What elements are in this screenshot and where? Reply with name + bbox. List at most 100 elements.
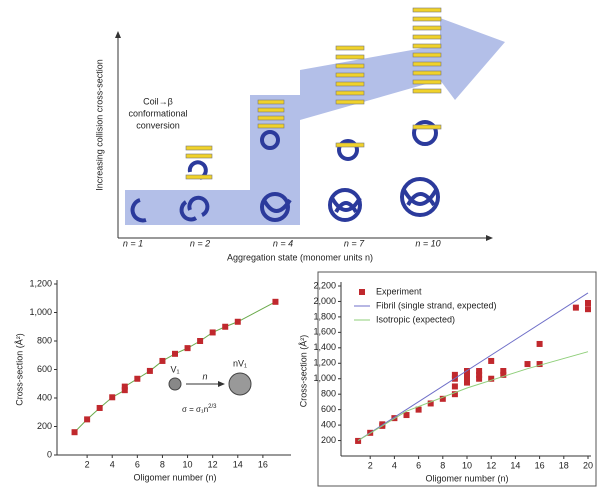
marker <box>134 375 141 382</box>
marker <box>585 306 591 313</box>
y-tick-label: 800 <box>37 335 52 345</box>
formula-base: σ = σ₁n <box>182 405 208 414</box>
x-tick-label: 2 <box>85 459 90 469</box>
chart: 0 200 400 600 800 1,000 1,200 2 4 6 8 10 12 14 16 Oligo… <box>14 278 291 482</box>
y-axis-label: Cross-section (Å²) <box>14 333 24 406</box>
x-tick-label: 20 <box>583 460 593 470</box>
y-tick-label: 1,000 <box>29 307 52 317</box>
marker <box>403 412 410 419</box>
marker <box>197 338 204 344</box>
legend-marker <box>359 289 365 295</box>
x-tick-label: 16 <box>258 459 268 469</box>
x-axis-label: Oligomer number (n) <box>133 472 216 482</box>
x-tick-label: 2 <box>368 460 373 470</box>
marker <box>146 367 153 374</box>
marker <box>415 406 422 413</box>
x-tick-label: 16 <box>535 460 545 470</box>
y-tick-label: 400 <box>321 419 336 429</box>
legend-label: Fibril (single strand, expected) <box>376 300 497 310</box>
marker <box>121 387 128 394</box>
legend-label: Experiment <box>376 286 422 296</box>
state-label: n = 4 <box>273 238 293 248</box>
small-sphere <box>168 377 182 391</box>
marker <box>536 340 543 347</box>
marker <box>96 404 103 411</box>
x-tick-label: 4 <box>392 460 397 470</box>
marker <box>159 357 166 364</box>
note: conformational <box>128 108 187 118</box>
x-tick-label: 18 <box>559 460 569 470</box>
marker <box>439 395 446 402</box>
marker <box>109 394 116 401</box>
series-line <box>74 301 276 433</box>
y-tick-label: 2,000 <box>313 296 336 306</box>
frame <box>317 271 597 487</box>
annotation-text: V₁ <box>170 364 179 374</box>
marker <box>172 350 178 357</box>
y-tick-label: 1,000 <box>313 373 336 383</box>
marker <box>184 345 191 352</box>
y-tick-label: 800 <box>321 389 336 399</box>
marker <box>427 400 434 407</box>
legend-label: Isotropic (expected) <box>376 314 455 324</box>
y-tick-label: 200 <box>37 421 52 431</box>
charts: 0 200 400 600 800 1,000 1,200 2 4 6 8 10 12 14 16 Oligo… <box>14 271 597 487</box>
x-tick-label: 8 <box>440 460 445 470</box>
marker <box>585 300 591 306</box>
x-tick-label: 6 <box>416 460 421 470</box>
x-tick-label: 6 <box>135 459 140 469</box>
growth-arrow <box>125 18 505 225</box>
marker <box>476 368 483 374</box>
y-tick-label: 600 <box>37 364 52 374</box>
marker <box>451 383 458 390</box>
x-tick-label: 10 <box>183 459 193 469</box>
x-tick-label: 12 <box>208 459 218 469</box>
schematic: Increasing collision cross-section Coil→… <box>94 7 505 262</box>
marker <box>500 368 507 374</box>
series-line <box>357 351 589 441</box>
y-axis-label: Cross-section (Å²) <box>298 335 308 408</box>
state-label: n = 10 <box>415 238 440 248</box>
beta-sheets <box>185 7 442 180</box>
marker <box>488 357 495 364</box>
y-tick-label: 1,200 <box>313 358 336 368</box>
marker <box>464 371 470 378</box>
annotation-text: nV₁ <box>233 358 247 368</box>
x-tick-label: 14 <box>510 460 520 470</box>
x-tick-label: 12 <box>486 460 496 470</box>
y-label: Increasing collision cross-section <box>94 59 104 191</box>
coils <box>130 120 440 223</box>
marker <box>572 304 579 311</box>
x-tick-label: 14 <box>233 459 243 469</box>
marker <box>464 379 470 386</box>
marker <box>524 361 531 368</box>
marker <box>379 421 386 428</box>
marker <box>500 371 507 378</box>
y-tick-label: 1,800 <box>313 311 336 321</box>
marker <box>272 298 279 305</box>
state-label: n = 2 <box>190 238 210 248</box>
formula: σ = σ₁n2/3 <box>182 404 217 415</box>
x-tick-label: 8 <box>160 459 165 469</box>
y-tick-label: 2,200 <box>313 280 336 290</box>
state-label: n = 7 <box>344 238 365 248</box>
marker <box>451 391 458 398</box>
note: conversion <box>136 120 180 130</box>
y-tick-label: 200 <box>321 435 336 445</box>
y-tick-label: 1,600 <box>313 327 336 337</box>
marker <box>84 416 91 423</box>
series-line <box>357 292 589 441</box>
formula-exponent: 2/3 <box>208 404 217 410</box>
y-tick-label: 400 <box>37 392 52 402</box>
annotation: V₁ n nV₁ σ = σ₁n2/3 <box>168 358 252 415</box>
x-label: Aggregation state (monomer units n) <box>227 252 373 262</box>
x-tick-label: 4 <box>110 459 115 469</box>
marker <box>121 383 128 390</box>
marker <box>71 429 78 436</box>
marker <box>451 371 458 378</box>
x-axis-label: Oligomer number (n) <box>425 473 508 483</box>
y-tick-label: 0 <box>47 449 52 459</box>
state-label: n = 1 <box>123 238 143 248</box>
marker <box>234 318 241 325</box>
